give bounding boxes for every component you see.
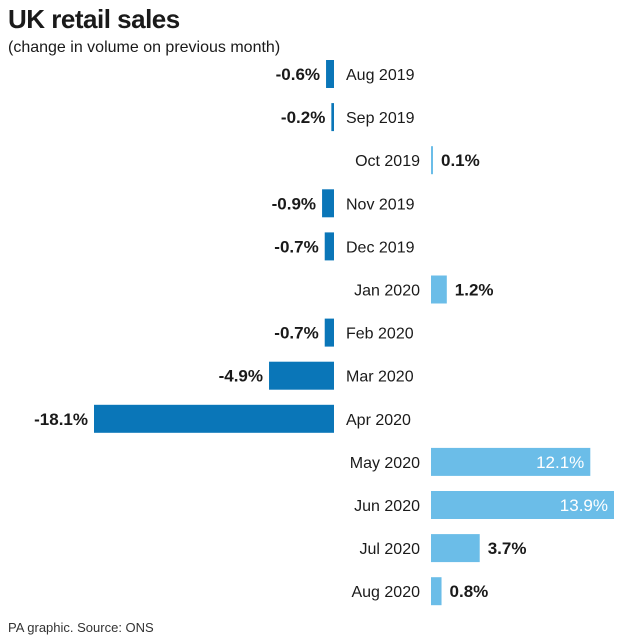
bar-row: 0.1% Oct 2019 (355, 146, 480, 175)
value-label: 0.1% (441, 151, 480, 170)
value-label: -0.9% (272, 194, 316, 213)
bar (431, 577, 442, 606)
bar (431, 491, 614, 519)
bar (322, 189, 334, 218)
bar-row: -18.1% Apr 2020 (34, 404, 411, 433)
category-label: Jul 2020 (360, 541, 421, 558)
bar (94, 404, 334, 433)
bar-row: -4.9% Mar 2020 (219, 361, 414, 390)
category-label: Sep 2019 (346, 110, 415, 127)
value-label: -18.1% (34, 410, 88, 429)
value-label: 13.9% (560, 496, 608, 515)
category-label: Apr 2020 (346, 412, 411, 429)
category-label: Jan 2020 (354, 283, 420, 300)
value-label: 0.8% (450, 582, 489, 601)
bar-row: 1.2% Jan 2020 (354, 275, 494, 304)
bar (326, 60, 334, 88)
category-label: Aug 2019 (346, 67, 415, 84)
category-label: Mar 2020 (346, 369, 414, 386)
bar-row: -0.7% Dec 2019 (274, 232, 415, 261)
bar (431, 447, 591, 476)
value-label: -0.7% (274, 237, 318, 256)
category-label: Feb 2020 (346, 326, 414, 343)
value-label: 12.1% (536, 453, 584, 472)
value-label: -4.9% (219, 367, 263, 386)
bar-row: 3.7% Jul 2020 (360, 534, 527, 563)
value-label: -0.6% (276, 65, 320, 84)
bar (324, 232, 334, 261)
category-label: Nov 2019 (346, 196, 415, 213)
bar (431, 534, 480, 563)
bar-row: -0.2% Sep 2019 (281, 103, 415, 132)
bar-row: 12.1% May 2020 (350, 447, 591, 476)
category-label: Aug 2020 (351, 584, 420, 601)
bar-row: 0.8% Aug 2020 (351, 577, 489, 606)
value-label: -0.7% (274, 324, 318, 343)
value-label: 1.2% (455, 281, 494, 300)
bar (324, 318, 334, 347)
bar (331, 103, 334, 132)
chart-title: UK retail sales (8, 4, 180, 34)
bar (431, 275, 447, 304)
category-label: May 2020 (350, 455, 420, 472)
category-label: Jun 2020 (354, 498, 420, 515)
bar (431, 146, 433, 175)
value-label: -0.2% (281, 108, 325, 127)
bar (269, 361, 334, 390)
bar-row: -0.6% Aug 2019 (276, 60, 415, 88)
bar-row: -0.7% Feb 2020 (274, 318, 414, 347)
value-label: 3.7% (488, 539, 527, 558)
source-note: PA graphic. Source: ONS (8, 620, 154, 635)
bar-row: 13.9% Jun 2020 (354, 491, 614, 519)
chart-subtitle: (change in volume on previous month) (8, 39, 281, 56)
category-label: Dec 2019 (346, 239, 415, 256)
bar-row: -0.9% Nov 2019 (272, 189, 415, 218)
category-label: Oct 2019 (355, 153, 420, 170)
